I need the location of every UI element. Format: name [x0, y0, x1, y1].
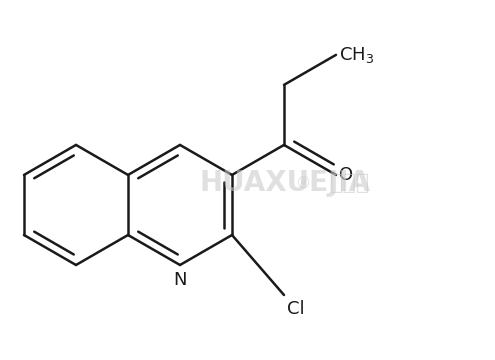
- Text: CH$_3$: CH$_3$: [339, 45, 374, 65]
- Text: Cl: Cl: [287, 300, 304, 318]
- Text: O: O: [339, 166, 353, 184]
- Text: N: N: [173, 271, 187, 289]
- Text: ®: ®: [296, 175, 311, 190]
- Text: 化学加: 化学加: [330, 173, 370, 193]
- Text: HUAXUEJIA: HUAXUEJIA: [200, 169, 371, 197]
